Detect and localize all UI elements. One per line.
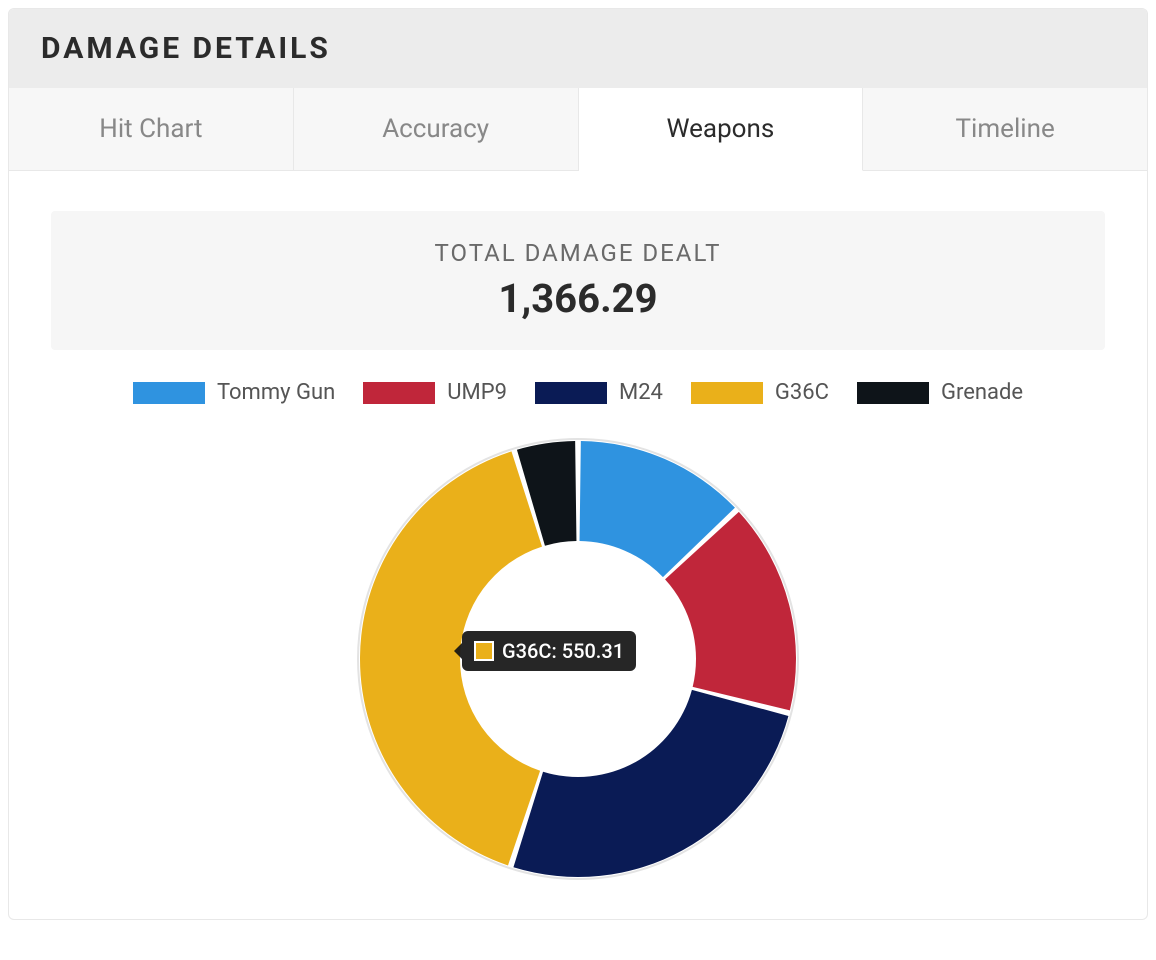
legend-swatch [363,382,435,404]
legend-label: UMP9 [447,380,507,405]
total-damage-label: TOTAL DAMAGE DEALT [71,239,1085,267]
total-damage-value: 1,366.29 [71,275,1085,322]
legend-swatch [535,382,607,404]
chart-tooltip: G36C: 550.31 [462,631,636,671]
legend-item-g36c[interactable]: G36C [691,380,829,405]
tab-weapons[interactable]: Weapons [579,88,864,171]
legend-swatch [857,382,929,404]
tab-accuracy[interactable]: Accuracy [294,88,579,170]
legend-label: M24 [619,380,663,405]
legend-item-m24[interactable]: M24 [535,380,663,405]
donut-slice-m24[interactable] [513,690,788,877]
legend-item-grenade[interactable]: Grenade [857,380,1023,405]
card-content: TOTAL DAMAGE DEALT 1,366.29 Tommy Gun UMP… [9,171,1147,919]
tooltip-caret-icon [454,643,462,659]
legend-label: Tommy Gun [217,380,335,405]
legend-swatch [133,382,205,404]
tab-timeline[interactable]: Timeline [863,88,1147,170]
legend-label: Grenade [941,380,1023,405]
total-damage-box: TOTAL DAMAGE DEALT 1,366.29 [51,211,1105,350]
tab-hit-chart[interactable]: Hit Chart [9,88,294,170]
legend-label: G36C [775,380,829,405]
card-title: DAMAGE DETAILS [41,31,1115,66]
legend-item-tommy-gun[interactable]: Tommy Gun [133,380,335,405]
legend-item-ump9[interactable]: UMP9 [363,380,507,405]
card-header: DAMAGE DETAILS [9,9,1147,88]
damage-details-card: DAMAGE DETAILS Hit ChartAccuracyWeaponsT… [8,8,1148,920]
donut-chart-container: G36C: 550.31 [51,429,1105,889]
tooltip-text: G36C: 550.31 [502,639,624,663]
tooltip-swatch [474,641,494,661]
tabs: Hit ChartAccuracyWeaponsTimeline [9,88,1147,171]
chart-legend: Tommy Gun UMP9 M24 G36C Grenade [51,380,1105,405]
legend-swatch [691,382,763,404]
